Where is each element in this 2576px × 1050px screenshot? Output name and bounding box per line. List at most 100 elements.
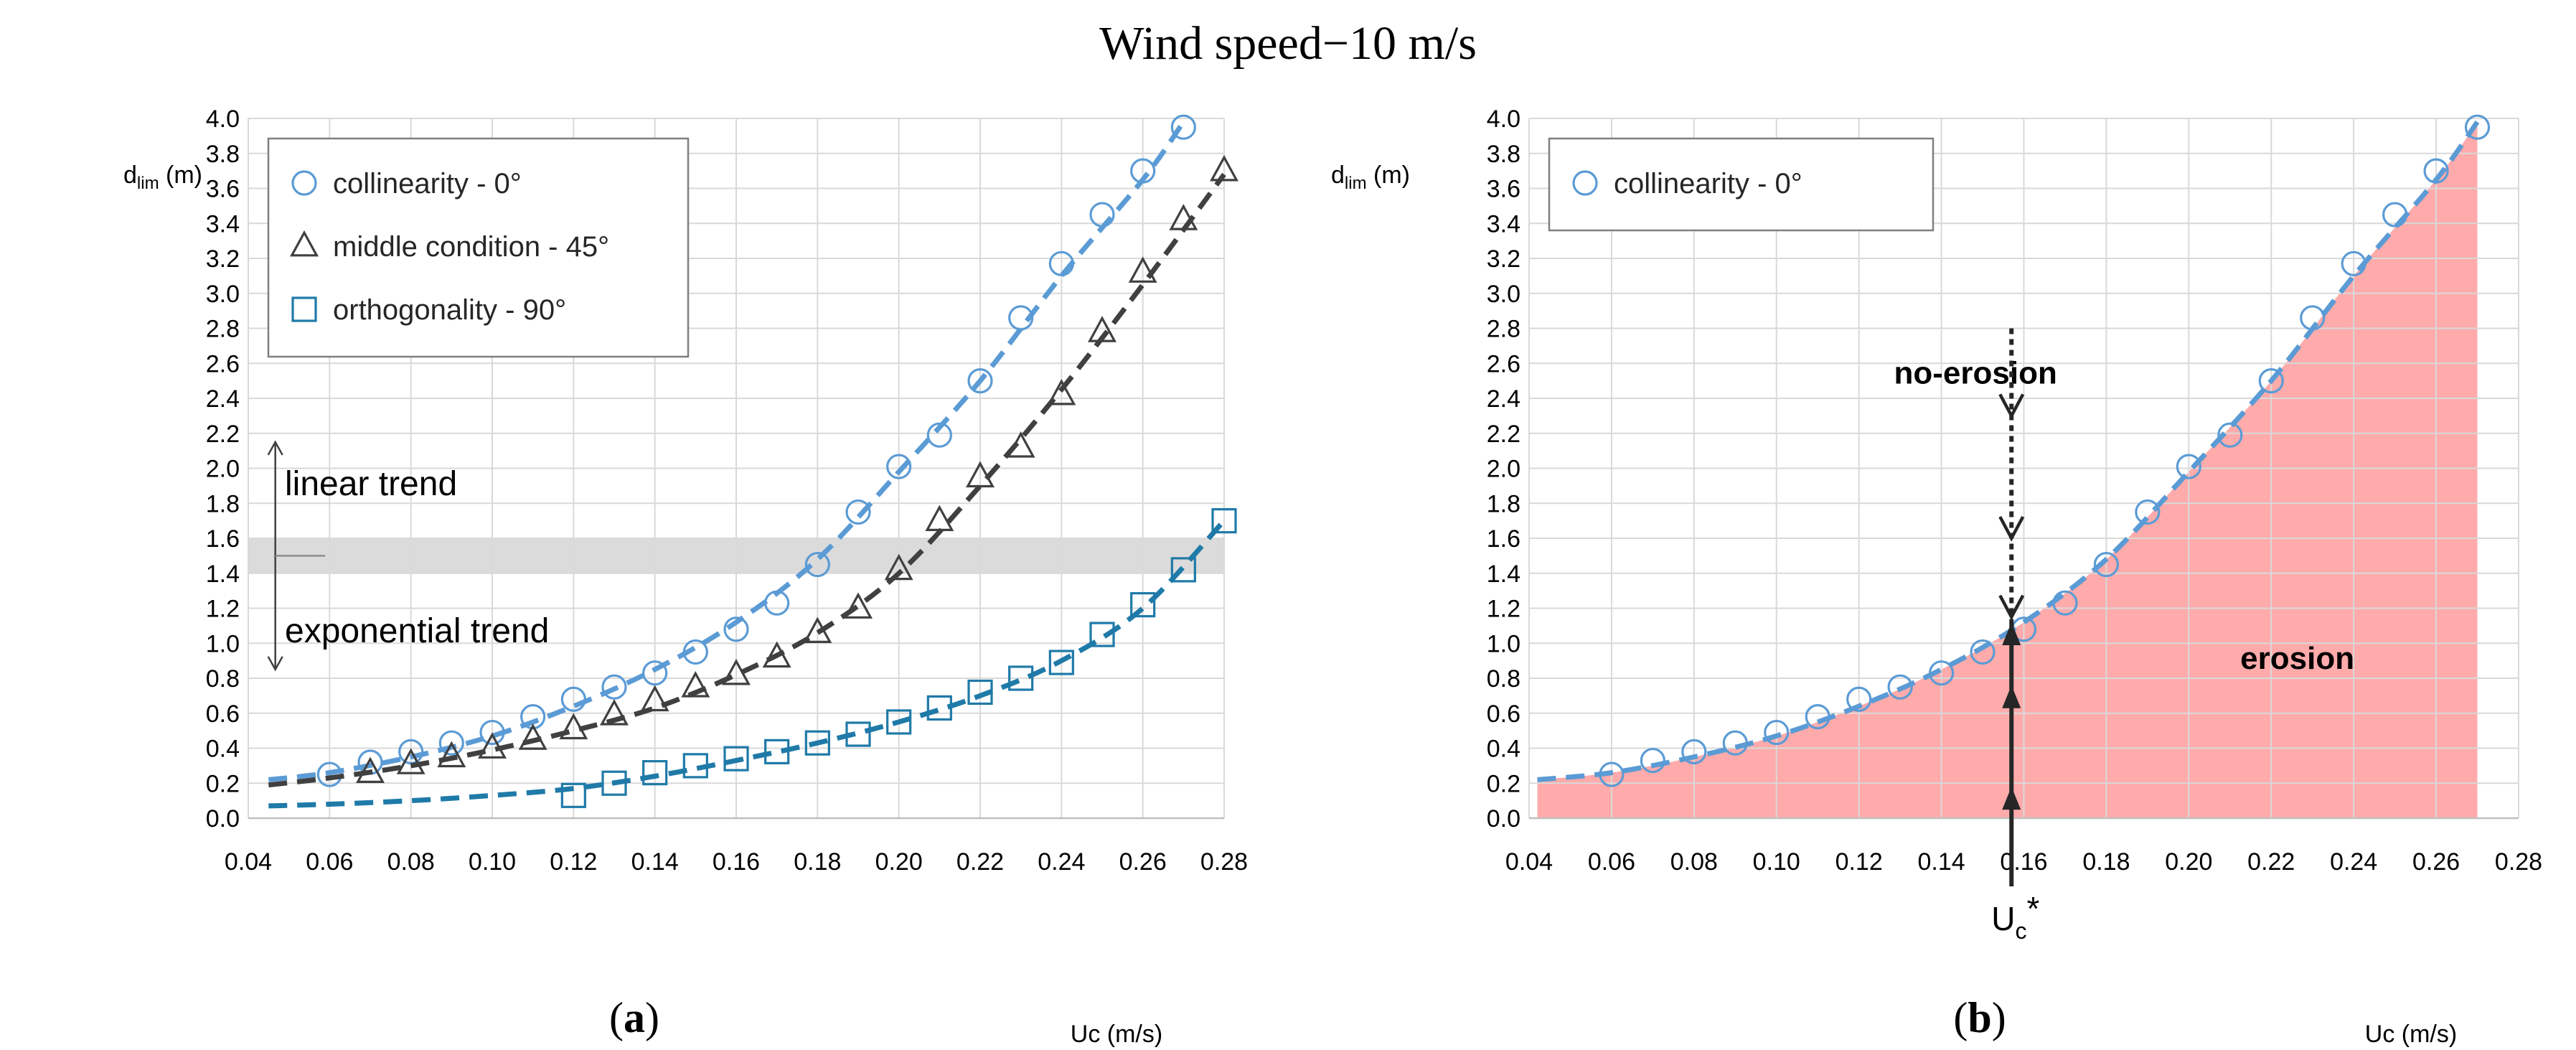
panel-a-y-tick-label: 0.8 — [206, 665, 240, 693]
panel-b-x-axis-label: Uc (m/s) — [2365, 1021, 2457, 1048]
panel-a-data-point-triangle — [559, 713, 588, 740]
panel-b-data-point-circle — [2341, 250, 2366, 276]
transition-band — [248, 538, 1224, 573]
panel-a-data-point-triangle — [803, 617, 832, 644]
panel-a-data-point-square — [723, 746, 749, 772]
panel-b-y-tick-label: 0.4 — [1487, 736, 1520, 763]
panel-a-data-point-square — [682, 753, 708, 779]
panel-b-data-point-circle — [1681, 739, 1707, 764]
panel-a-data-point-circle — [967, 368, 993, 394]
panel-a-x-tick-label: 0.28 — [1200, 848, 1248, 876]
panel-b-x-tick-label: 0.14 — [1917, 848, 1965, 876]
panel-b-y-tick-label: 3.0 — [1487, 281, 1520, 308]
panel-a-data-point-circle — [764, 590, 790, 616]
panel-a-data-point-triangle — [762, 641, 791, 668]
panel-a-data-point-triangle — [355, 756, 385, 784]
panel-b-x-tick-label: 0.28 — [2495, 848, 2542, 876]
erosion-arrowhead — [2002, 787, 2021, 810]
trend-annotation: exponential trend — [285, 612, 549, 650]
panel-b-x-tick-label: 0.08 — [1670, 848, 1718, 876]
panel-b-y-tick-label: 1.8 — [1487, 490, 1520, 517]
panel-b-y-tick-label: 0.8 — [1487, 665, 1520, 693]
panel-a-data-point-square — [1170, 557, 1196, 583]
panel-a-x-tick-label: 0.20 — [875, 848, 923, 876]
panel-a-y-tick-label: 1.2 — [206, 596, 240, 623]
panel-b-data-point-circle — [2176, 454, 2201, 479]
panel-a-y-tick-label: 1.0 — [206, 630, 240, 657]
panel-a-label: (a) — [609, 994, 659, 1041]
panel-b-y-tick-label: 1.2 — [1487, 596, 1520, 623]
panel-b-data-point-circle — [1805, 704, 1830, 730]
panel-a-data-point-triangle — [600, 698, 629, 726]
trend-annotation: linear trend — [285, 465, 457, 503]
panel-a-legend-entry: orthogonality - 90° — [333, 294, 566, 326]
panel-b-x-tick-label: 0.20 — [2165, 848, 2212, 876]
panel-a-trendline-square — [268, 519, 1226, 809]
panel-a-legend-marker-square — [291, 296, 317, 322]
panel-a-data-point-circle — [682, 639, 708, 665]
panel-a-y-tick-label: 2.8 — [206, 316, 240, 343]
panel-a-y-tick-label: 2.0 — [206, 456, 240, 483]
panel-a-data-point-circle — [479, 719, 505, 746]
panel-a-x-tick-label: 0.10 — [469, 848, 516, 876]
panel-a-data-point-triangle — [518, 723, 547, 750]
erosion-arrowhead — [2002, 685, 2021, 708]
panel-b-y-tick-label: 2.4 — [1487, 385, 1520, 413]
panel-a-data-point-triangle — [681, 670, 710, 698]
erosion-label: erosion — [2240, 641, 2354, 676]
panel-b-x-tick-label: 0.26 — [2412, 848, 2460, 876]
panel-a-data-point-square — [967, 679, 993, 706]
panel-a-data-point-circle — [1089, 202, 1115, 228]
panel-b-data-point-circle — [1722, 730, 1748, 756]
panel-a-x-tick-label: 0.14 — [631, 848, 679, 876]
panel-b: 0.04 0.06 0.08 0.10 0.12 0.14 0.16 0.18 0.20 0.22… — [1331, 106, 2542, 1048]
panel-a-data-point-square — [886, 709, 912, 735]
panel-a-data-point-triangle — [966, 461, 995, 488]
panel-a-x-tick-label: 0.04 — [225, 848, 272, 876]
panel-b-y-tick-label: 4.0 — [1487, 106, 1520, 133]
panel-b-data-point-circle — [1640, 747, 1665, 774]
panel-a-data-point-square — [764, 739, 790, 764]
panel-a-y-tick-label: 3.0 — [206, 281, 240, 308]
panel-b-data-point-circle — [1764, 719, 1790, 746]
panel-a-legend — [267, 137, 690, 358]
figure-title: Wind speed−10 m/s — [1099, 17, 1477, 70]
panel-b-y-tick-label: 1.4 — [1487, 561, 1520, 588]
panel-a-data-point-triangle — [925, 505, 954, 532]
no-erosion-arrowhead — [1998, 393, 2025, 420]
panel-a-data-point-circle — [438, 730, 464, 756]
panel-b-x-tick-label: 0.10 — [1753, 848, 1800, 876]
panel-a-x-tick-label: 0.12 — [550, 848, 597, 876]
panel-b-y-tick-label: 3.6 — [1487, 176, 1520, 203]
panel-a-y-axis-label: dlim (m) — [123, 161, 202, 193]
panel-b-data-point-circle — [2464, 114, 2491, 140]
panel-a-x-tick-label: 0.06 — [306, 848, 353, 876]
panel-a-data-point-circle — [1048, 250, 1074, 276]
panel-b-y-tick-label: 1.6 — [1487, 525, 1520, 553]
panel-b-data-point-circle — [2300, 305, 2326, 331]
panel-a-x-tick-label: 0.26 — [1119, 848, 1167, 876]
panel-a-x-tick-label: 0.16 — [713, 848, 760, 876]
panel-b-y-tick-label: 3.8 — [1487, 141, 1520, 168]
panel-a-legend-entry: middle condition - 45° — [333, 231, 609, 263]
panel-a-x-axis-label: Uc (m/s) — [1071, 1021, 1162, 1048]
panel-b-data-point-circle — [1970, 639, 1996, 665]
panel-a-y-tick-label: 3.4 — [206, 210, 240, 238]
panel-b-x-tick-label: 0.22 — [2247, 848, 2295, 876]
panel-a-x-tick-label: 0.08 — [387, 848, 435, 876]
panel-a-y-tick-label: 2.6 — [206, 350, 240, 378]
panel-a-data-point-triangle — [1209, 154, 1239, 182]
panel-b-y-tick-label: 3.4 — [1487, 210, 1520, 238]
panel-a-data-point-square — [926, 695, 952, 721]
panel-b-y-tick-label: 2.8 — [1487, 316, 1520, 343]
trend-arrow-head-down — [267, 656, 283, 672]
panel-b-x-tick-label: 0.06 — [1588, 848, 1635, 876]
panel-a-y-tick-label: 0.0 — [206, 805, 240, 833]
panel-a-data-point-triangle — [884, 553, 913, 581]
panel-b-data-point-circle — [2217, 422, 2243, 448]
panel-b-y-tick-label: 2.6 — [1487, 350, 1520, 378]
panel-b-x-tick-label: 0.12 — [1835, 848, 1883, 876]
panel-b-x-tick-label: 0.16 — [2000, 848, 2047, 876]
panel-b-data-point-circle — [1599, 761, 1625, 787]
